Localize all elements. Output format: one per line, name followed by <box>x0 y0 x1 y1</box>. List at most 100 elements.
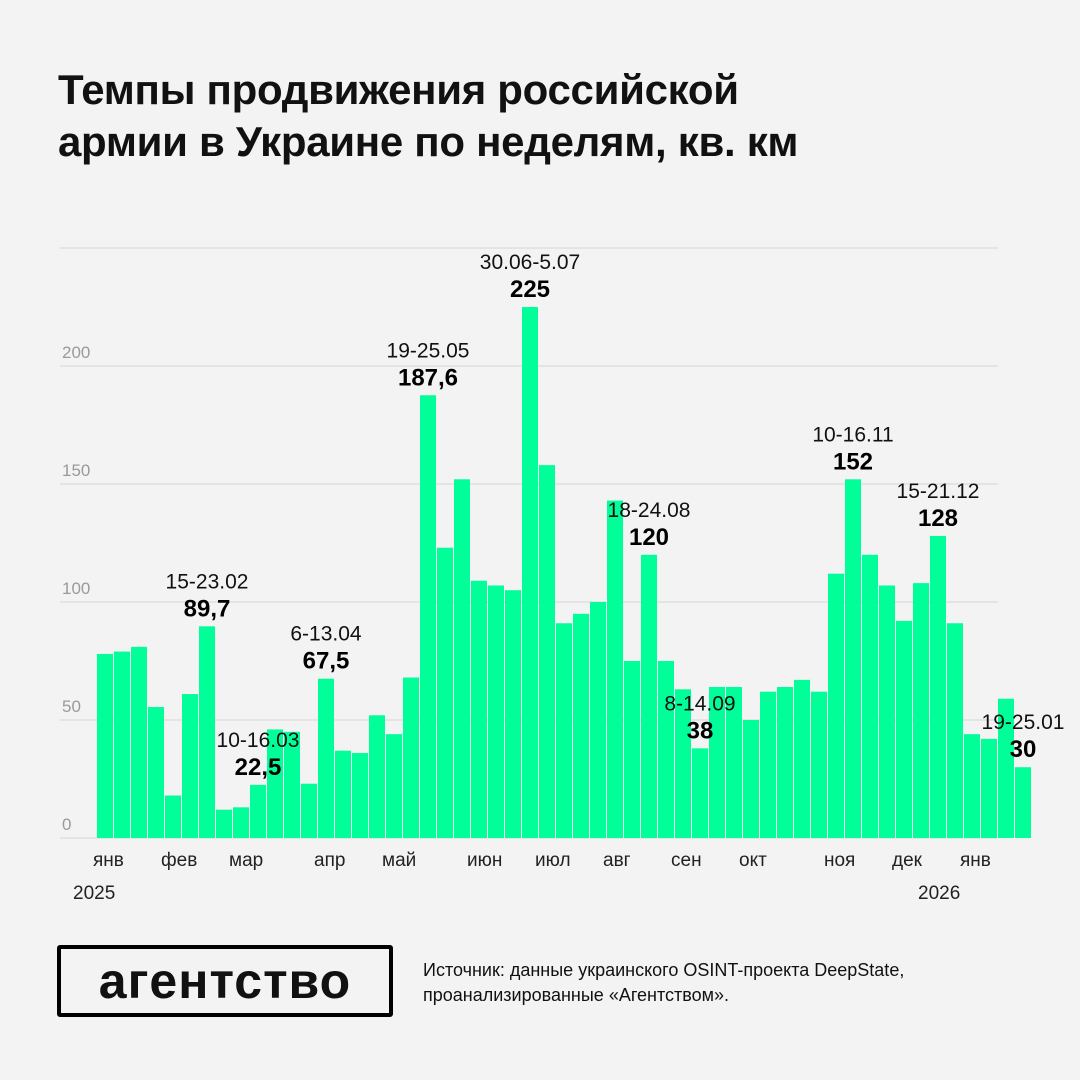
bar <box>811 691 827 838</box>
bar <box>131 646 147 838</box>
bar <box>199 626 215 838</box>
bar <box>998 698 1014 838</box>
chart-title: Темпы продвижения российской армии в Укр… <box>58 64 799 168</box>
bar <box>964 734 980 838</box>
bar <box>386 734 402 838</box>
bar <box>726 686 742 838</box>
annotation-date: 10-16.03 <box>217 729 300 752</box>
x-tick-label: янв <box>93 850 124 871</box>
bar <box>539 465 555 838</box>
annotation-value: 22,5 <box>235 754 282 781</box>
bar <box>590 602 606 838</box>
bar <box>641 554 657 838</box>
bar <box>675 689 691 838</box>
annotation-value: 38 <box>687 717 714 744</box>
annotation-date: 6-13.04 <box>290 623 362 646</box>
bar <box>233 807 249 838</box>
bar <box>420 395 436 838</box>
bar <box>165 795 181 838</box>
x-tick-label: июн <box>467 850 502 871</box>
annotation-date: 15-23.02 <box>166 570 249 593</box>
x-tick-label: июл <box>535 850 571 871</box>
annotation-value: 187,6 <box>398 364 458 391</box>
annotation-value: 120 <box>629 524 669 551</box>
bar <box>250 784 266 838</box>
title-line-2: армии в Украине по неделям, кв. км <box>58 118 799 165</box>
bar <box>607 500 623 838</box>
bar <box>947 623 963 838</box>
bar <box>182 694 198 838</box>
bar <box>335 750 351 838</box>
x-tick-label: авг <box>603 850 631 871</box>
bar <box>879 585 895 838</box>
annotation-value: 225 <box>510 276 550 303</box>
y-tick-label: 200 <box>62 343 90 362</box>
bar <box>743 720 759 838</box>
bar <box>862 554 878 838</box>
x-tick-label: сен <box>671 850 702 871</box>
annotation-value: 152 <box>833 448 873 475</box>
y-tick-label: 150 <box>62 461 90 480</box>
bar <box>692 748 708 838</box>
bar <box>301 783 317 838</box>
bar <box>148 707 164 838</box>
x-tick-label: фев <box>161 850 197 871</box>
bar <box>505 590 521 838</box>
bar <box>896 620 912 838</box>
agentstvo-logo: агентство <box>57 945 393 1017</box>
annotation-date: 18-24.08 <box>608 499 691 522</box>
y-tick-label: 100 <box>62 579 90 598</box>
annotation-value: 89,7 <box>184 595 231 622</box>
annotation-date: 30.06-5.07 <box>480 251 580 274</box>
source-line-2: проанализированные «Агентством». <box>423 985 729 1005</box>
annotation-date: 10-16.11 <box>812 423 893 446</box>
bar <box>981 738 997 838</box>
x-tick-label: янв <box>960 850 991 871</box>
source-note: Источник: данные украинского OSINT-проек… <box>423 958 904 1008</box>
bar <box>522 307 538 838</box>
annotation-date: 8-14.09 <box>664 692 735 715</box>
annotation-date: 15-21.12 <box>897 480 980 503</box>
bar <box>284 731 300 838</box>
bar <box>437 547 453 838</box>
bar <box>777 686 793 838</box>
bar <box>216 809 232 838</box>
bar <box>573 613 589 838</box>
bar <box>930 535 946 838</box>
bar <box>658 661 674 838</box>
bar <box>556 623 572 838</box>
x-tick-label: дек <box>892 850 923 871</box>
annotation-date: 19-25.05 <box>387 339 470 362</box>
annotation-value: 30 <box>1010 736 1037 763</box>
bar <box>369 715 385 838</box>
bar <box>624 661 640 838</box>
x-tick-label: май <box>382 850 416 871</box>
bar <box>794 679 810 838</box>
bar <box>913 583 929 838</box>
annotation-date: 19-25.01 <box>982 711 1065 734</box>
bar <box>1015 767 1031 838</box>
bar <box>471 580 487 838</box>
annotation-value: 128 <box>918 505 958 532</box>
bar <box>709 686 725 838</box>
y-tick-label: 0 <box>62 815 71 834</box>
bar <box>403 677 419 838</box>
annotation-value: 67,5 <box>303 648 350 675</box>
bar <box>845 479 861 838</box>
logo-text: агентство <box>98 953 352 1009</box>
title-line-1: Темпы продвижения российской <box>58 66 739 113</box>
x-tick-label: мар <box>229 850 263 871</box>
x-tick-label: окт <box>739 850 767 871</box>
bar <box>97 653 113 838</box>
year-label: 2025 <box>73 883 115 904</box>
bar <box>318 678 334 838</box>
bar <box>760 691 776 838</box>
bar <box>267 729 283 838</box>
y-tick-label: 50 <box>62 697 81 716</box>
year-label: 2026 <box>918 883 960 904</box>
x-tick-label: ноя <box>824 850 855 871</box>
bar <box>352 753 368 838</box>
source-line-1: Источник: данные украинского OSINT-проек… <box>423 960 905 980</box>
bar <box>454 479 470 838</box>
